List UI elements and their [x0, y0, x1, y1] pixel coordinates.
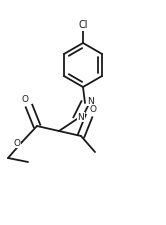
Text: O: O: [22, 94, 29, 104]
Text: O: O: [13, 139, 20, 148]
Text: N: N: [78, 112, 84, 122]
Text: N: N: [87, 97, 93, 106]
Text: Cl: Cl: [78, 20, 88, 30]
Text: O: O: [89, 104, 96, 113]
